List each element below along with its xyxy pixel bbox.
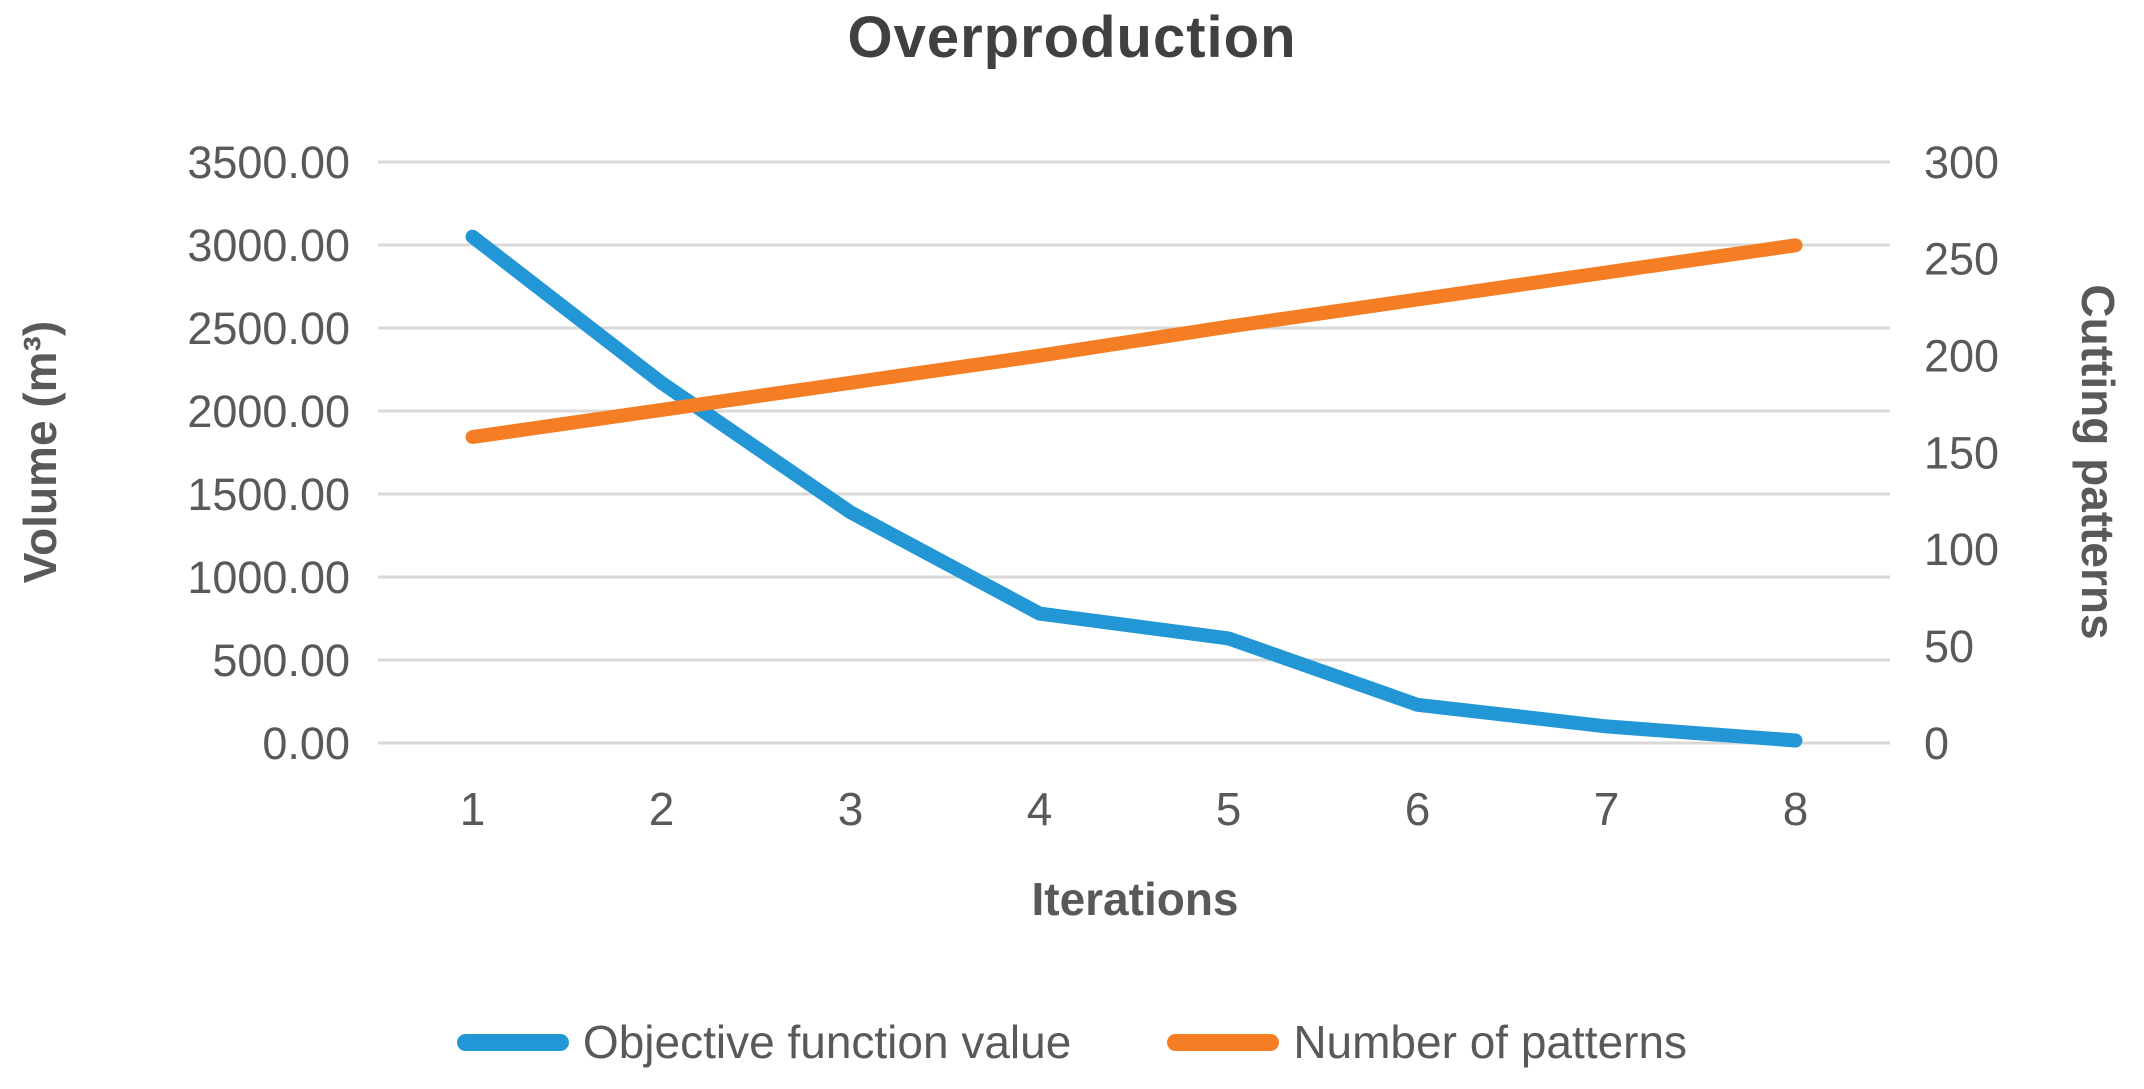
x-axis-tick-label: 1 [460,783,486,835]
left-axis-tick-label: 3000.00 [187,220,350,271]
series-swatch-orange [1167,1033,1280,1051]
x-axis-tick-label: 4 [1027,783,1053,835]
x-axis-title: Iterations [1031,873,1239,925]
x-axis-tick-label: 2 [649,783,675,835]
left-axis-tick-label: 3500.00 [187,137,350,188]
chart-title: Overproduction [847,5,1297,70]
series-line-0 [465,229,1803,748]
right-axis-tick-label: 0 [1924,718,1949,769]
right-axis-tick-label: 50 [1924,621,1974,672]
series-swatch-blue [456,1033,569,1051]
left-axis-tick-label: 500.00 [212,635,350,686]
x-axis-tick-label: 6 [1405,783,1431,835]
left-axis-tick-label: 1000.00 [187,552,350,603]
x-axis-tick-label: 3 [838,783,864,835]
legend-label: Objective function value [582,1016,1072,1068]
right-axis-tick-label: 150 [1924,427,1999,478]
left-axis-tick-label: 0.00 [262,718,350,769]
right-axis-tick-label: 100 [1924,524,1999,575]
x-axis-tick-label: 7 [1594,783,1620,835]
x-axis-tick-label: 8 [1783,783,1809,835]
right-axis-tick-label: 200 [1924,330,1999,381]
legend: Objective function value Number of patte… [0,1002,2144,1082]
right-axis-tick-label: 250 [1924,234,1999,285]
right-axis-tick-label: 300 [1924,137,1999,188]
left-axis-tick-label: 2500.00 [187,303,350,354]
series-line-1 [465,238,1803,445]
left-axis-tick-label: 2000.00 [187,386,350,437]
left-axis-tick-label: 1500.00 [187,469,350,520]
legend-item-objective-function-value: Objective function value [456,1015,1072,1069]
legend-label: Number of patterns [1293,1016,1688,1068]
x-axis-tick-label: 5 [1216,783,1242,835]
legend-item-number-of-patterns: Number of patterns [1167,1015,1687,1069]
